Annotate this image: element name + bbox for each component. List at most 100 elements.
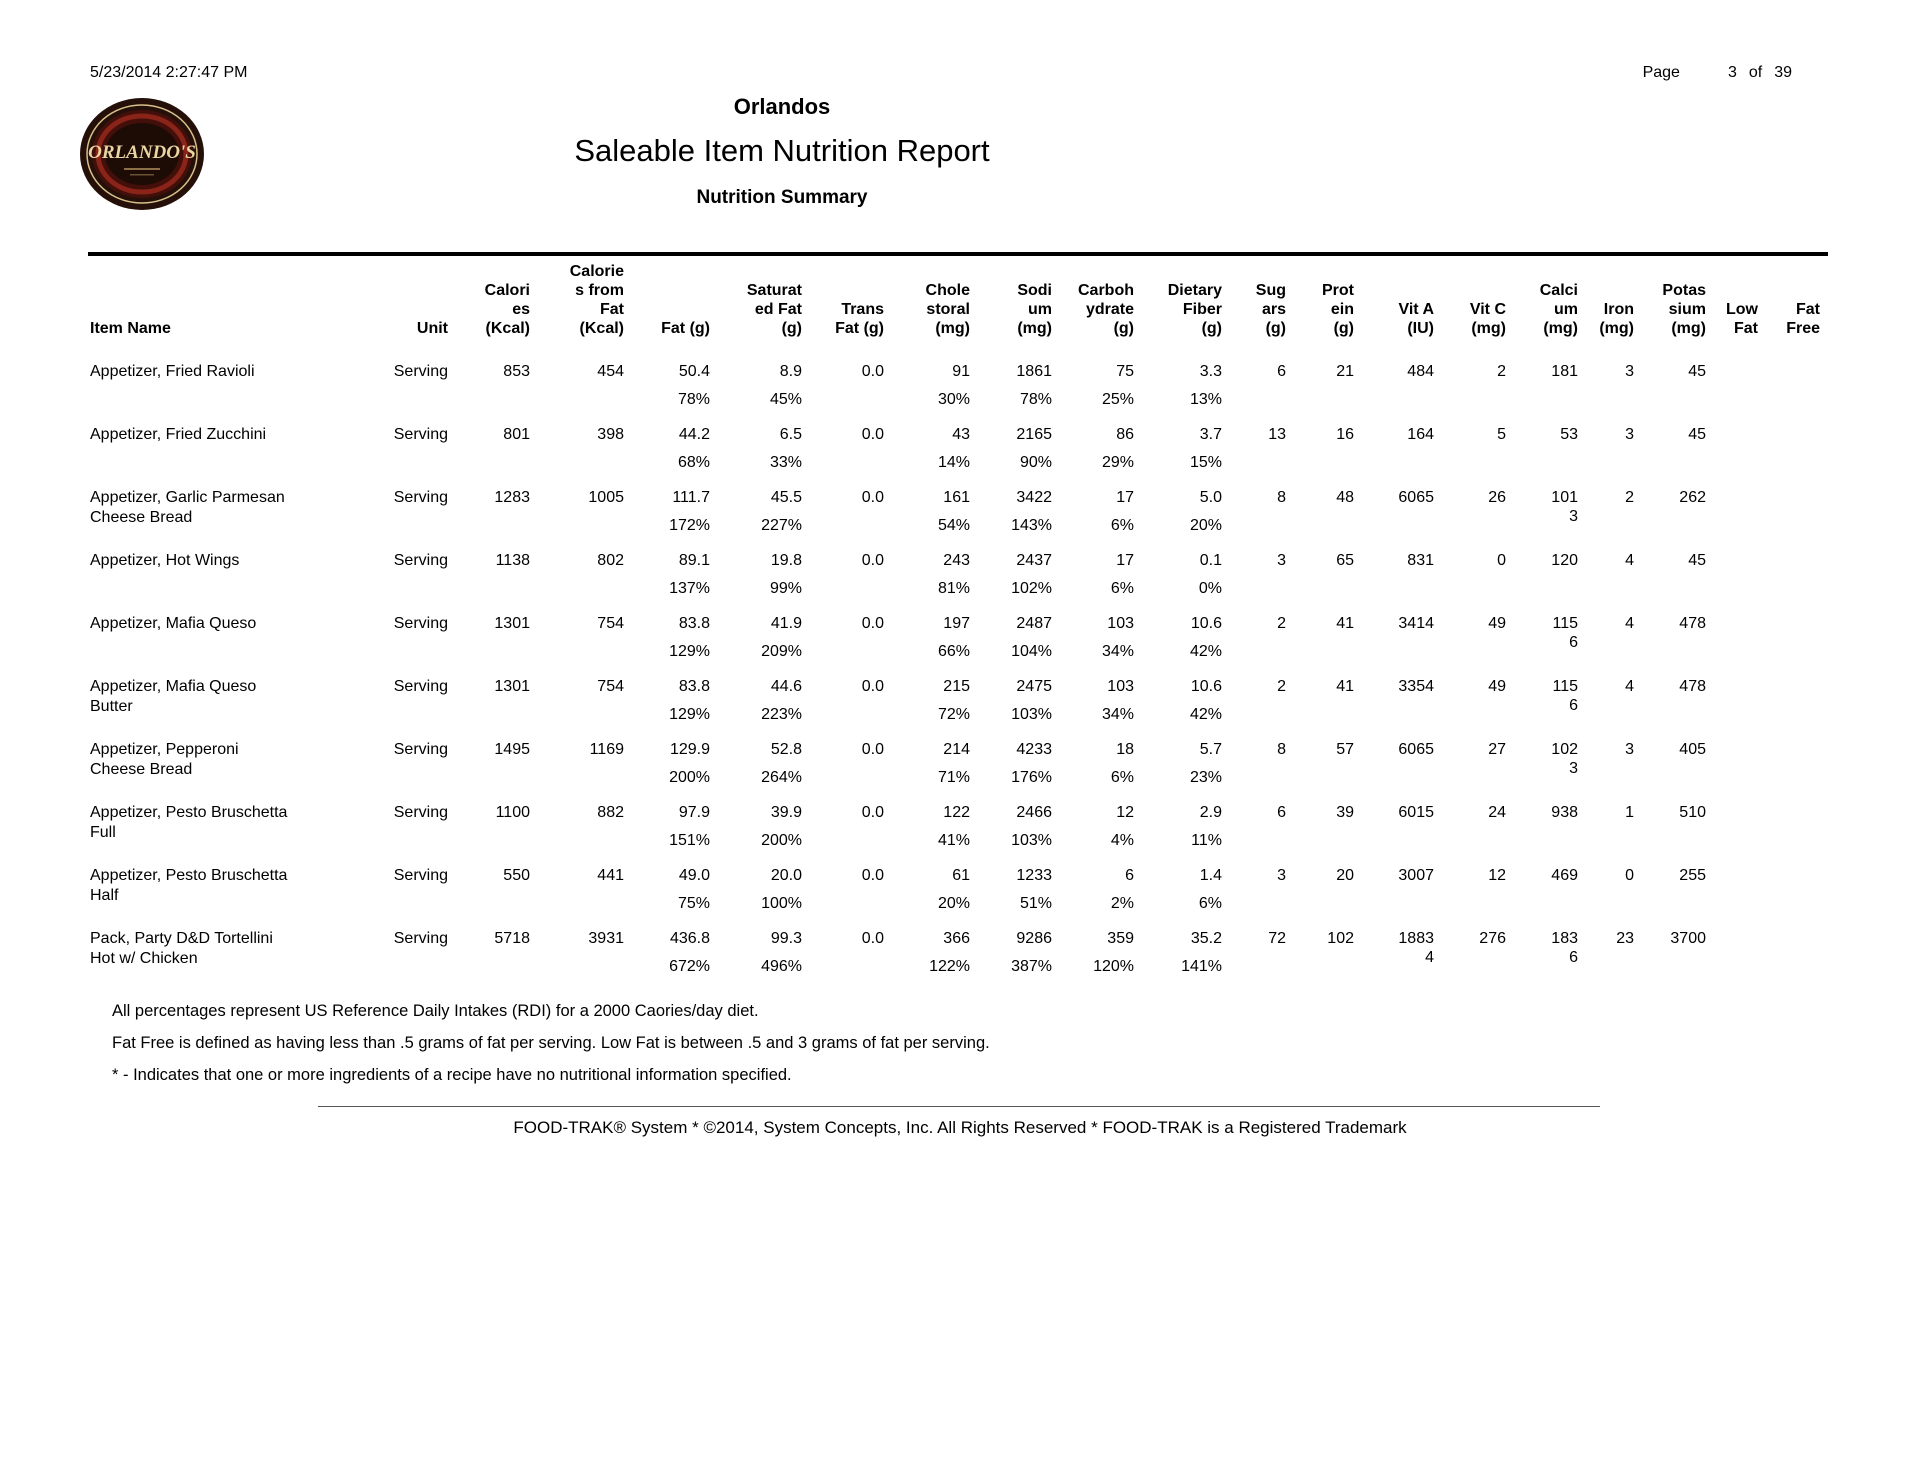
nutrient-value: 2487 bbox=[1016, 615, 1052, 632]
value-cell: 18 6% bbox=[1060, 728, 1142, 791]
nutrient-percent bbox=[538, 390, 624, 409]
nutrient-value: 243 bbox=[943, 552, 970, 569]
nutrient-percent bbox=[1442, 705, 1506, 724]
nutrient-value: 441 bbox=[597, 867, 624, 884]
nutrient-percent bbox=[1586, 516, 1634, 535]
nutrient-percent: 129% bbox=[669, 643, 710, 660]
value-cell: 454 bbox=[538, 350, 632, 413]
nutrient-value bbox=[1714, 488, 1758, 507]
value-cell: 35.2 141% bbox=[1142, 917, 1230, 980]
nutrient-value: 3.7 bbox=[1199, 426, 1222, 443]
nutrient-percent: 99% bbox=[769, 580, 802, 597]
nutrient-value bbox=[1766, 425, 1820, 444]
value-cell: 41 bbox=[1294, 602, 1362, 665]
value-cell: 478 bbox=[1642, 665, 1714, 728]
nutrient-percent: 14% bbox=[937, 454, 970, 471]
nutrient-percent bbox=[1514, 390, 1578, 409]
value-cell bbox=[1714, 539, 1766, 602]
value-cell: 2 bbox=[1586, 476, 1642, 539]
value-cell: 1138 bbox=[456, 539, 538, 602]
value-cell: 6015 bbox=[1362, 791, 1442, 854]
table-header: Item Name Unit Calori es (Kcal) Calorie s f… bbox=[88, 254, 1828, 350]
column-header: Carboh ydrate (g) bbox=[1078, 282, 1134, 337]
item-name-cell: Appetizer, Hot Wings bbox=[90, 552, 240, 569]
value-cell: 83.8 129% bbox=[632, 665, 718, 728]
nutrient-percent bbox=[1442, 768, 1506, 787]
nutrient-percent: 209% bbox=[761, 643, 802, 660]
value-cell: 45 bbox=[1642, 350, 1714, 413]
nutrient-percent bbox=[1514, 579, 1578, 598]
value-cell: 3414 bbox=[1362, 602, 1442, 665]
nutrient-value: 103 bbox=[1107, 678, 1134, 695]
nutrient-percent bbox=[810, 894, 884, 913]
nutrient-percent bbox=[1294, 579, 1354, 598]
nutrient-percent bbox=[1230, 390, 1286, 409]
value-cell: 12 bbox=[1442, 854, 1514, 917]
table-body: Appetizer, Fried Ravioli Serving 853 454 50.… bbox=[88, 350, 1828, 980]
nutrient-percent bbox=[810, 768, 884, 787]
nutrient-value: 23 bbox=[1616, 930, 1634, 947]
value-cell: 49.0 75% bbox=[632, 854, 718, 917]
nutrient-value: 454 bbox=[597, 363, 624, 380]
nutrient-percent bbox=[456, 579, 530, 598]
nutrient-percent bbox=[1230, 516, 1286, 535]
nutrient-value bbox=[1766, 740, 1820, 759]
value-cell: 83.8 129% bbox=[632, 602, 718, 665]
nutrient-percent bbox=[456, 390, 530, 409]
nutrient-percent: 78% bbox=[677, 391, 710, 408]
nutrient-value: 75 bbox=[1116, 363, 1134, 380]
table-row: Pack, Party D&D Tortellini Hot w/ Chicke… bbox=[88, 917, 1828, 980]
value-cell: 4 bbox=[1586, 539, 1642, 602]
nutrient-value: 0.0 bbox=[861, 867, 884, 884]
nutrient-percent bbox=[340, 957, 448, 976]
column-header: Calori es (Kcal) bbox=[484, 282, 530, 337]
value-cell: Serving bbox=[340, 791, 456, 854]
nutrient-percent bbox=[1362, 579, 1434, 598]
nutrient-value: 122 bbox=[943, 804, 970, 821]
nutrient-percent bbox=[1766, 705, 1820, 724]
value-cell: Serving bbox=[340, 728, 456, 791]
nutrient-percent bbox=[1362, 894, 1434, 913]
nutrient-percent bbox=[1442, 579, 1506, 598]
nutrient-value: Serving bbox=[393, 741, 448, 758]
logo-text: ORLANDO'S bbox=[88, 142, 196, 163]
nutrient-value: 2466 bbox=[1016, 804, 1052, 821]
nutrient-value: 255 bbox=[1679, 867, 1706, 884]
value-cell: 99.3 496% bbox=[718, 917, 810, 980]
nutrient-percent bbox=[1642, 453, 1706, 472]
nutrient-value: 161 bbox=[943, 489, 970, 506]
nutrient-percent: 29% bbox=[1101, 454, 1134, 471]
nutrient-value: 41 bbox=[1336, 678, 1354, 695]
nutrient-percent bbox=[340, 390, 448, 409]
nutrient-value: 262 bbox=[1679, 489, 1706, 506]
nutrient-percent: 51% bbox=[1019, 895, 1052, 912]
nutrient-value: 16 bbox=[1336, 426, 1354, 443]
nutrient-value: Serving bbox=[393, 426, 448, 443]
value-cell: 45.5 227% bbox=[718, 476, 810, 539]
value-cell: 2 bbox=[1230, 665, 1294, 728]
nutrient-value: 5.7 bbox=[1199, 741, 1222, 758]
nutrient-percent bbox=[1586, 768, 1634, 787]
nutrient-value: 2 bbox=[1277, 615, 1286, 632]
nutrient-value: 0.0 bbox=[861, 489, 884, 506]
value-cell bbox=[1766, 917, 1828, 980]
nutrient-value: 3354 bbox=[1398, 678, 1434, 695]
nutrient-percent bbox=[1514, 831, 1578, 850]
nutrient-percent bbox=[456, 705, 530, 724]
value-cell: 2 bbox=[1230, 602, 1294, 665]
nutrient-percent bbox=[1642, 579, 1706, 598]
value-cell: 882 bbox=[538, 791, 632, 854]
table-header-row: Item Name Unit Calori es (Kcal) Calorie s f… bbox=[88, 254, 1828, 350]
nutrient-value: 938 bbox=[1551, 804, 1578, 821]
nutrient-percent: 4% bbox=[1110, 832, 1134, 849]
nutrient-percent bbox=[1586, 831, 1634, 850]
value-cell: 8.9 45% bbox=[718, 350, 810, 413]
value-cell: 89.1 137% bbox=[632, 539, 718, 602]
nutrient-value: 45.5 bbox=[770, 489, 802, 506]
value-cell: 801 bbox=[456, 413, 538, 476]
nutrient-value: 83.8 bbox=[678, 678, 710, 695]
value-cell: 8 bbox=[1230, 476, 1294, 539]
item-name-cell: Appetizer, Pesto Bruschetta Half bbox=[90, 867, 288, 904]
nutrient-value: 6 bbox=[1277, 363, 1286, 380]
nutrient-percent bbox=[340, 705, 448, 724]
